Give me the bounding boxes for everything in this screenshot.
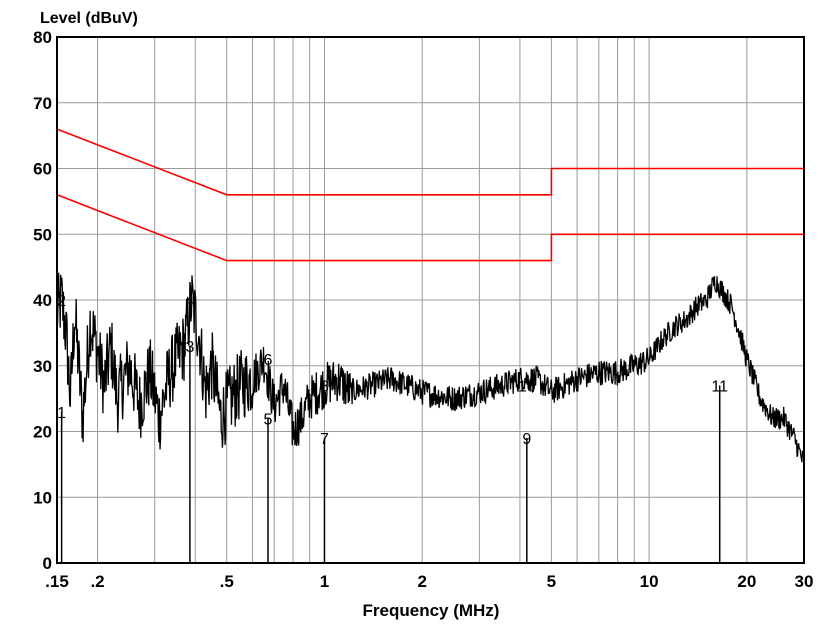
marker-label-8: 8 (320, 378, 329, 395)
y-tick-label: 30 (33, 357, 52, 376)
marker-label-2: 2 (57, 293, 66, 310)
marker-label-1: 1 (57, 405, 66, 422)
y-tick-label: 70 (33, 94, 52, 113)
marker-label-4: 4 (185, 293, 194, 310)
x-tick-label: 2 (417, 572, 426, 591)
x-tick-label: 30 (795, 572, 814, 591)
marker-label-10: 10 (518, 378, 536, 395)
limit-line-1 (56, 128, 804, 196)
marker-labels: 1 2 3 4 5 6 7 8 9 10 11 (57, 293, 728, 448)
marker-label-9: 9 (522, 431, 531, 448)
x-tick-label: .15 (45, 572, 69, 591)
y-tick-label: 10 (33, 488, 52, 507)
x-tick-label: 20 (737, 572, 756, 591)
x-axis-title: Frequency (MHz) (363, 601, 500, 620)
tick-labels: .15 .2 .5 1 2 5 10 20 30 0 10 20 30 40 50 60 70 80 (33, 28, 813, 591)
x-tick-label: .5 (220, 572, 234, 591)
marker-lines (60, 346, 721, 563)
marker-label-5: 5 (264, 411, 273, 428)
marker-label-3: 3 (185, 339, 194, 356)
y-tick-label: 60 (33, 160, 52, 179)
x-tick-label: 10 (640, 572, 659, 591)
limit-line-2 (56, 194, 804, 262)
limit-lines (56, 128, 804, 262)
grid-layer (57, 37, 804, 563)
y-tick-label: 20 (33, 423, 52, 442)
y-tick-label: 80 (33, 28, 52, 47)
y-tick-label: 0 (43, 554, 52, 573)
y-tick-label: 50 (33, 225, 52, 244)
y-axis-title: Level (dBuV) (40, 10, 138, 27)
plot-frame (56, 36, 805, 564)
x-tick-label: 1 (320, 572, 329, 591)
marker-label-11: 11 (711, 378, 728, 395)
marker-label-7: 7 (320, 431, 329, 448)
x-tick-label: 5 (547, 572, 556, 591)
trace-line (56, 272, 805, 463)
marker-label-6: 6 (264, 352, 273, 369)
emission-trace (56, 272, 805, 463)
y-tick-label: 40 (33, 291, 52, 310)
x-tick-label: .2 (90, 572, 104, 591)
